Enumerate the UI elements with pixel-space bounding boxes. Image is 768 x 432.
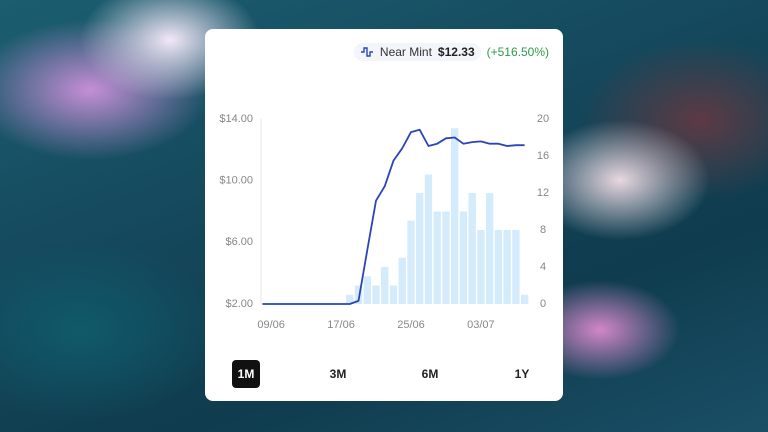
y2-tick-label: 12 xyxy=(537,187,549,199)
y2-tick-label: 20 xyxy=(537,113,549,125)
y-tick-label: $2.00 xyxy=(225,298,253,310)
y2-tick-label: 0 xyxy=(540,298,546,310)
bar xyxy=(433,211,441,304)
y-tick-label: $6.00 xyxy=(225,236,253,248)
x-tick-label: 09/06 xyxy=(257,319,285,331)
bar xyxy=(468,193,476,304)
x-tick-label: 17/06 xyxy=(327,319,355,331)
bar xyxy=(520,294,529,304)
bar xyxy=(407,220,415,304)
range-button[interactable]: 3M xyxy=(329,367,347,381)
bar xyxy=(512,230,520,304)
price-card: Near Mint $12.33 (+516.50%) $2.00 $6.00 $1… xyxy=(205,29,563,401)
bar xyxy=(354,285,363,304)
bar xyxy=(459,211,468,304)
change: (+516.50%) xyxy=(486,45,549,59)
range-button[interactable]: 6M xyxy=(421,367,439,381)
bar xyxy=(346,294,354,304)
pulse-icon xyxy=(360,47,373,57)
range-button[interactable]: 1M xyxy=(232,360,260,388)
bar xyxy=(398,257,406,304)
bar xyxy=(363,276,371,304)
chart: $2.00 $6.00 $10.00 $14.00 0 4 8 12 16 20 09/06 17/0… xyxy=(219,113,549,331)
bar xyxy=(451,128,459,304)
condition-label: Near Mint xyxy=(379,45,432,59)
range-buttons: 1M 3M 6M 1Y xyxy=(232,360,536,388)
bar xyxy=(416,193,424,304)
bar xyxy=(372,285,380,304)
y-tick-label: $10.00 xyxy=(219,175,253,187)
bar xyxy=(477,230,485,304)
condition-pill: Near Mint $12.33 xyxy=(353,43,481,61)
price-line xyxy=(262,128,525,305)
bar xyxy=(442,211,450,304)
x-tick-label: 03/07 xyxy=(467,319,495,331)
y2-tick-label: 4 xyxy=(540,261,546,273)
y-tick-label: $14.00 xyxy=(219,113,253,125)
bar xyxy=(503,230,511,304)
bar xyxy=(424,174,433,304)
range-button[interactable]: 1Y xyxy=(514,367,530,381)
y2-tick-label: 8 xyxy=(540,224,546,236)
bar xyxy=(381,267,389,304)
price: $12.33 xyxy=(437,45,475,59)
x-tick-label: 25/06 xyxy=(397,319,425,331)
y2-tick-label: 16 xyxy=(537,150,549,162)
header: Near Mint $12.33 (+516.50%) xyxy=(353,43,549,61)
bar xyxy=(494,230,503,304)
bar xyxy=(485,193,494,304)
bar xyxy=(389,285,398,304)
